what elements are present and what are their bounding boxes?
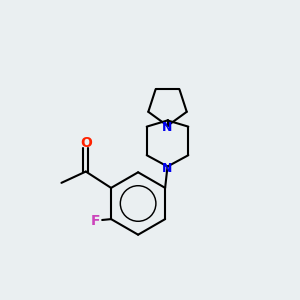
Text: N: N bbox=[162, 121, 173, 134]
Text: F: F bbox=[91, 214, 100, 228]
Text: N: N bbox=[162, 162, 173, 175]
Text: O: O bbox=[80, 136, 92, 150]
